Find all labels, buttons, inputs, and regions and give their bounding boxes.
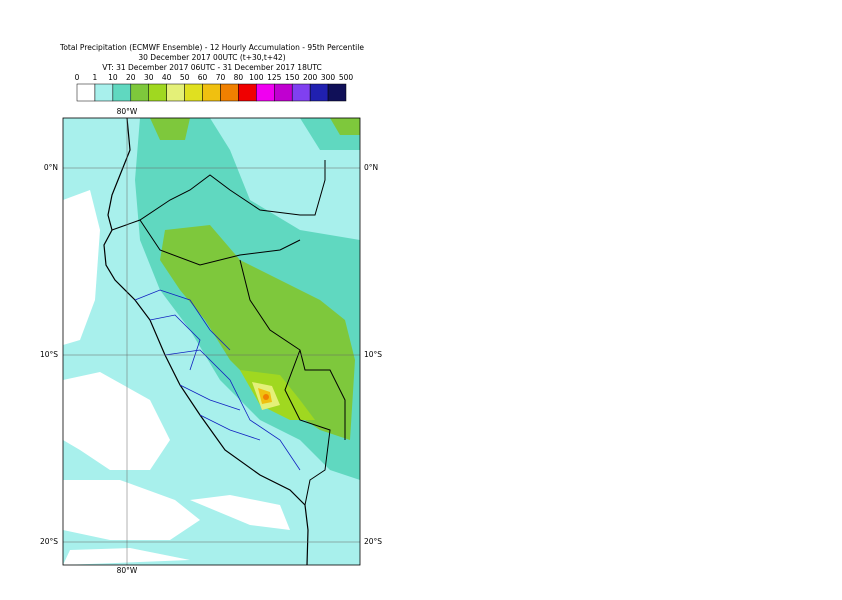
legend-label: 80	[234, 73, 244, 82]
legend-label: 70	[216, 73, 226, 82]
legend-swatch	[309, 83, 329, 102]
legend-label: 60	[198, 73, 208, 82]
legend-label: 10	[108, 73, 118, 82]
lat-label: 10°S	[364, 350, 382, 359]
coastline	[103, 118, 309, 565]
borders	[111, 160, 346, 506]
legend-label: 1	[93, 73, 98, 82]
legend-label: 150	[285, 73, 300, 82]
legend: 0 1 10 20 30 40 50 60 70 80 100 125 150 200 300 500	[75, 73, 354, 102]
base-time: 30 December 2017 00UTC (t+30,t+42)	[138, 53, 285, 62]
lat-label: 0°N	[44, 163, 58, 172]
legend-swatch	[274, 83, 293, 102]
legend-swatch	[112, 83, 132, 102]
map	[63, 118, 360, 565]
map-frame	[62, 117, 361, 566]
lat-labels: 0°N 0°N 10°S 10°S 20°S 20°S	[40, 163, 382, 546]
legend-label: 125	[267, 73, 282, 82]
valid-time: VT: 31 December 2017 06UTC - 31 December…	[102, 63, 321, 72]
lat-label: 20°S	[40, 537, 58, 546]
regions	[134, 289, 301, 471]
title: Total Precipitation (ECMWF Ensemble) - 1…	[59, 43, 364, 52]
legend-swatch	[327, 83, 347, 102]
legend-swatch	[76, 83, 96, 102]
lat-label: 20°S	[364, 537, 382, 546]
legend-swatch	[166, 83, 185, 102]
legend-label: 100	[249, 73, 264, 82]
heavy-rain	[240, 370, 315, 420]
legend-swatch	[184, 83, 203, 102]
legend-label: 200	[303, 73, 318, 82]
legend-swatch	[291, 83, 311, 102]
legend-label: 300	[321, 73, 336, 82]
legend-label: 20	[126, 73, 136, 82]
legend-swatch	[94, 83, 114, 102]
legend-label: 50	[180, 73, 190, 82]
legend-label: 30	[144, 73, 154, 82]
legend-label: 0	[75, 73, 80, 82]
legend-swatch	[202, 83, 221, 102]
moderate-rain	[150, 118, 360, 440]
legend-swatch	[256, 83, 275, 102]
lon-label: 80°W	[117, 107, 138, 116]
lat-label: 10°S	[40, 350, 58, 359]
lat-label: 0°N	[364, 163, 378, 172]
legend-swatch	[220, 83, 239, 102]
legend-label: 40	[162, 73, 172, 82]
legend-swatch	[130, 83, 149, 102]
graticule	[63, 118, 360, 565]
dry-areas	[63, 190, 290, 565]
lon-label: 80°W	[117, 566, 138, 575]
legend-swatch	[238, 83, 257, 102]
legend-swatch	[148, 83, 167, 102]
legend-label: 500	[339, 73, 354, 82]
